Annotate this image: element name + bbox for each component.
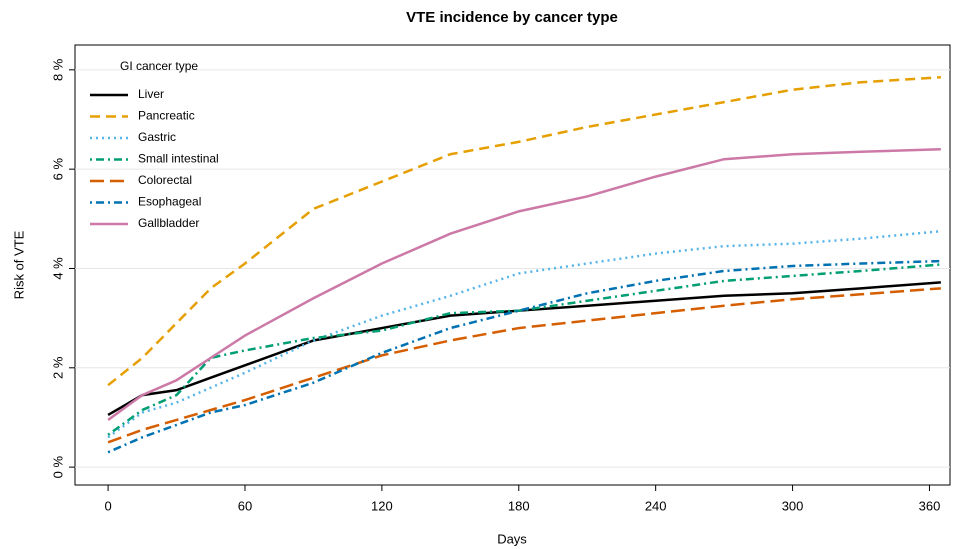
y-tick-label: 0 % [50, 455, 65, 478]
chart-title: VTE incidence by cancer type [406, 9, 618, 26]
legend-label: Gastric [138, 130, 176, 144]
legend-title: GI cancer type [120, 59, 198, 73]
legend-label: Gallbladder [138, 216, 199, 230]
series-line [107, 263, 941, 436]
series-line [107, 229, 941, 439]
legend-label: Liver [138, 87, 164, 101]
x-tick-label: 300 [782, 498, 804, 513]
x-tick-label: 360 [919, 498, 941, 513]
x-tick-label: 60 [238, 498, 252, 513]
y-tick-label: 6 % [50, 158, 65, 181]
series-line [107, 281, 941, 417]
series-line [107, 148, 941, 421]
y-tick-label: 8 % [50, 58, 65, 81]
x-tick-label: 240 [645, 498, 667, 513]
y-axis-label: Risk of VTE [11, 230, 26, 299]
legend-label: Esophageal [138, 195, 201, 209]
legend-label: Colorectal [138, 173, 192, 187]
y-tick-label: 2 % [50, 356, 65, 379]
legend-label: Small intestinal [138, 152, 219, 166]
x-tick-label: 0 [104, 498, 111, 513]
x-axis-label: Days [497, 531, 527, 546]
x-tick-label: 120 [371, 498, 393, 513]
series-line [107, 76, 941, 387]
series-line [107, 287, 941, 444]
series-line [107, 259, 941, 454]
legend-label: Pancreatic [138, 109, 195, 123]
plot-frame [74, 44, 951, 486]
x-tick-label: 180 [508, 498, 530, 513]
y-tick-label: 4 % [50, 257, 65, 280]
